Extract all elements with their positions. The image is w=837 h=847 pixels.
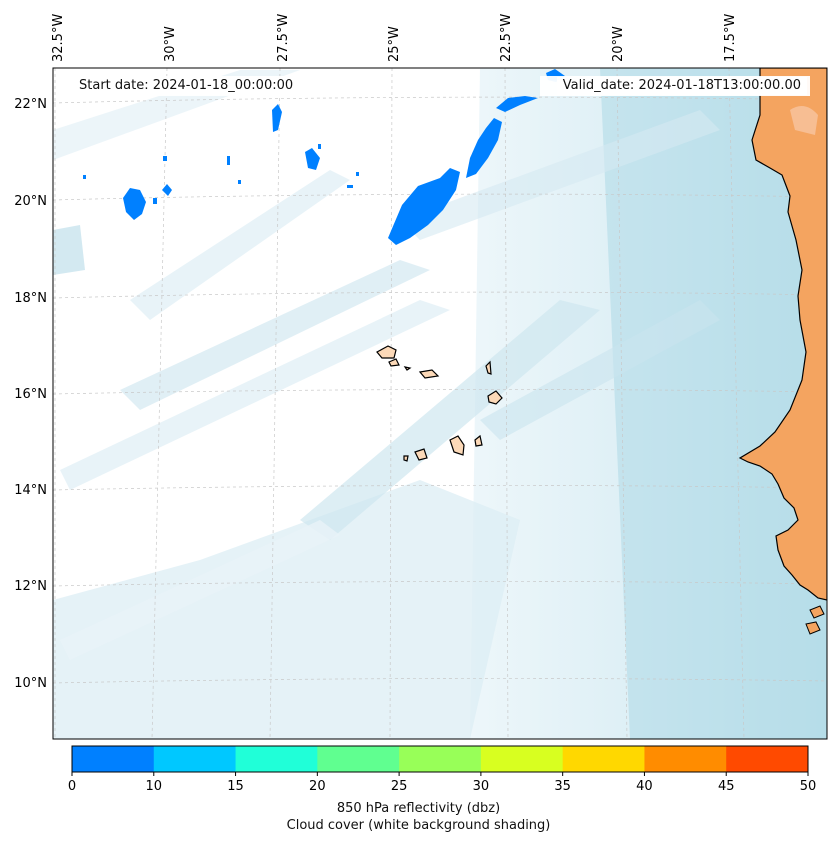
- lat-tick-label: 16°N: [14, 387, 47, 402]
- colorbar-segment: [317, 746, 400, 772]
- colorbar-tick-label: 40: [636, 779, 653, 794]
- colorbar-segment: [562, 746, 645, 772]
- colorbar-frame: [71, 745, 809, 773]
- colorbar-label: 850 hPa reflectivity (dbz): [336, 801, 501, 816]
- lat-tick-label: 22°N: [14, 97, 47, 112]
- bissau-islands: [809, 605, 825, 619]
- lat-tick-label: 20°N: [14, 194, 47, 209]
- colorbar-tick-label: 25: [391, 779, 408, 794]
- graticule: [53, 68, 827, 739]
- lon-tick-label: 25°W: [387, 26, 402, 62]
- lon-tick-label: 20°W: [611, 26, 626, 62]
- colorbar-segment: [726, 746, 809, 772]
- colorbar-segment: [480, 746, 564, 772]
- colorbar-segment: [235, 746, 318, 772]
- colorbar-segment: [644, 746, 727, 772]
- lat-labels: 22°N 20°N 18°N 16°N 14°N 12°N 10°N: [14, 97, 47, 691]
- colorbar-sublabel: Cloud cover (white background shading): [286, 818, 551, 833]
- colorbar-tick-label: 45: [718, 779, 735, 794]
- lat-tick-label: 10°N: [14, 676, 47, 691]
- lat-tick-label: 18°N: [14, 291, 47, 306]
- cape-verde-islands: [376, 345, 503, 462]
- lon-tick-label: 17.5°W: [723, 14, 738, 62]
- lat-tick-label: 12°N: [14, 579, 47, 594]
- map-panel: [53, 68, 827, 739]
- lon-tick-label: 30°W: [163, 26, 178, 62]
- lon-labels: 32.5°W 30°W 27.5°W 25°W 22.5°W 20°W 17.5°W: [51, 14, 738, 62]
- colorbar-segment: [153, 746, 237, 772]
- colorbar-segment: [72, 746, 155, 772]
- colorbar-segment: [399, 746, 482, 772]
- colorbar-tick-label: 50: [800, 779, 817, 794]
- colorbar-tick-label: 15: [227, 779, 244, 794]
- start-date-label: Start date: 2024-01-18_00:00:00: [73, 77, 300, 95]
- map-frame: [52, 67, 828, 740]
- lat-tick-label: 14°N: [14, 483, 47, 498]
- colorbar-tick-label: 10: [146, 779, 163, 794]
- lon-tick-label: 32.5°W: [51, 14, 66, 62]
- colorbar-tick-label: 0: [68, 779, 76, 794]
- colorbar: 0 10 15 20 25 30 35 40 45 50: [68, 745, 817, 794]
- west-africa-coast: [738, 68, 827, 601]
- colorbar-tick-label: 35: [554, 779, 571, 794]
- lon-tick-label: 27.5°W: [276, 14, 291, 62]
- bissau-islands-2: [805, 621, 821, 635]
- valid-date-label: Valid_date: 2024-01-18T13:00:00.00: [556, 77, 807, 95]
- lon-tick-label: 22.5°W: [499, 14, 514, 62]
- colorbar-tick-label: 20: [309, 779, 326, 794]
- colorbar-tick-label: 30: [473, 779, 490, 794]
